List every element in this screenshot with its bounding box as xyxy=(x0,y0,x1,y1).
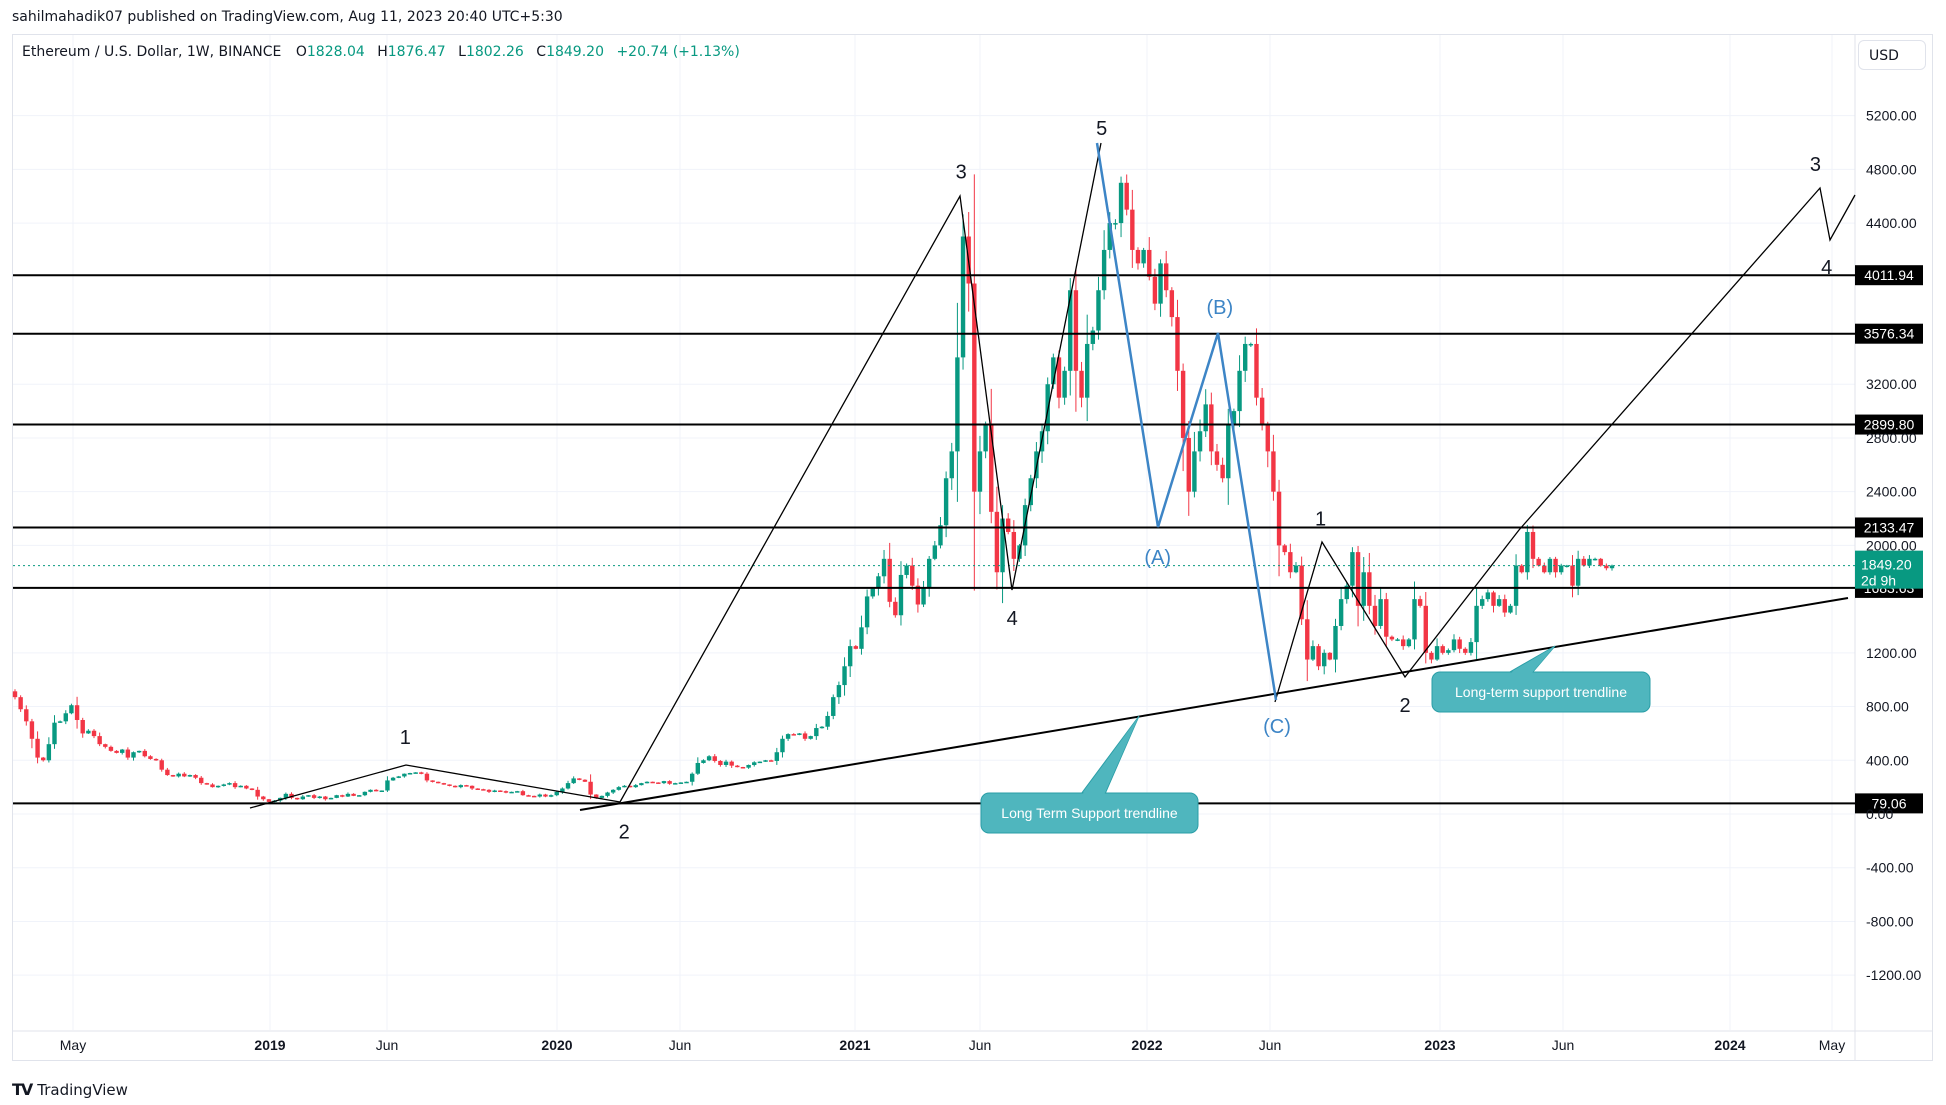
svg-text:2019: 2019 xyxy=(254,1037,285,1053)
low-value: 1802.26 xyxy=(465,44,524,60)
svg-text:May: May xyxy=(1819,1037,1845,1053)
publisher-info: sahilmahadik07 published on TradingView.… xyxy=(12,9,563,25)
brand-name: TradingView xyxy=(37,1080,128,1099)
close-label: C xyxy=(536,44,547,60)
svg-text:5200.00: 5200.00 xyxy=(1866,108,1917,124)
svg-text:Jun: Jun xyxy=(376,1037,399,1053)
svg-text:May: May xyxy=(60,1037,86,1053)
long-term-support-callout[interactable]: Long Term Support trendline xyxy=(980,715,1199,834)
svg-text:400.00: 400.00 xyxy=(1866,752,1909,768)
svg-text:Jun: Jun xyxy=(669,1037,692,1053)
svg-text:1: 1 xyxy=(400,727,411,749)
level-price-label: 2133.47 xyxy=(1864,519,1915,535)
svg-text:3: 3 xyxy=(1810,154,1821,176)
level-price-label: 4011.94 xyxy=(1864,267,1914,283)
svg-text:(B): (B) xyxy=(1206,297,1233,319)
svg-text:5: 5 xyxy=(1096,118,1107,140)
svg-text:1: 1 xyxy=(1315,508,1326,530)
svg-text:4: 4 xyxy=(1821,257,1832,279)
svg-text:Jun: Jun xyxy=(1552,1037,1575,1053)
svg-text:4400.00: 4400.00 xyxy=(1866,215,1917,231)
svg-text:Long Term Support trendline: Long Term Support trendline xyxy=(1001,805,1178,821)
svg-text:1849.20: 1849.20 xyxy=(1861,557,1912,573)
symbol-legend: Ethereum / U.S. Dollar, 1W, BINANCE O182… xyxy=(22,44,748,60)
long-term-support-callout-2[interactable]: Long-term support trendline xyxy=(1431,645,1651,713)
svg-text:3200.00: 3200.00 xyxy=(1866,376,1917,392)
chart-frame xyxy=(12,34,1933,1061)
open-value: 1828.04 xyxy=(306,44,365,60)
svg-text:(C): (C) xyxy=(1263,716,1291,738)
svg-text:Jun: Jun xyxy=(969,1037,992,1053)
close-value: 1849.20 xyxy=(546,44,604,60)
open-label: O xyxy=(295,44,307,60)
svg-text:Jun: Jun xyxy=(1259,1037,1282,1053)
svg-text:2d 9h: 2d 9h xyxy=(1861,573,1896,589)
currency-button[interactable]: USD xyxy=(1858,40,1926,70)
level-price-label: 79.06 xyxy=(1871,795,1906,811)
low-label: L xyxy=(458,44,466,60)
svg-text:2: 2 xyxy=(619,822,630,844)
svg-text:-1200.00: -1200.00 xyxy=(1866,967,1921,983)
svg-text:2020: 2020 xyxy=(541,1037,572,1053)
svg-text:(A): (A) xyxy=(1144,547,1171,569)
level-price-label: 3576.34 xyxy=(1864,326,1915,342)
symbol-title[interactable]: Ethereum / U.S. Dollar, 1W, BINANCE xyxy=(22,44,282,60)
high-value: 1876.47 xyxy=(387,44,446,60)
svg-text:2024: 2024 xyxy=(1714,1037,1745,1053)
svg-text:1200.00: 1200.00 xyxy=(1866,645,1917,661)
svg-text:2800.00: 2800.00 xyxy=(1866,430,1917,446)
svg-text:2022: 2022 xyxy=(1131,1037,1162,1053)
tradingview-logo-icon: TV xyxy=(12,1080,33,1099)
time-axis[interactable]: May 2019 Jun 2020 Jun 2021 Jun 2022 Jun 2023 Jun 20… xyxy=(60,1037,1845,1053)
svg-text:2021: 2021 xyxy=(839,1037,870,1053)
svg-text:3: 3 xyxy=(956,161,967,183)
trendlines xyxy=(249,142,1856,811)
svg-text:-800.00: -800.00 xyxy=(1866,913,1914,929)
svg-text:4800.00: 4800.00 xyxy=(1866,161,1917,177)
svg-text:2: 2 xyxy=(1400,695,1411,717)
svg-text:0.00: 0.00 xyxy=(1866,806,1893,822)
candles xyxy=(12,174,1615,803)
wave-labels: 1 2 3 4 5 (A) (B) (C) 1 2 3 4 xyxy=(400,118,1832,844)
footer-branding: TV TradingView xyxy=(12,1080,128,1099)
high-label: H xyxy=(377,44,388,60)
svg-text:2023: 2023 xyxy=(1424,1037,1455,1053)
level-price-label: 2899.80 xyxy=(1864,417,1915,433)
svg-text:800.00: 800.00 xyxy=(1866,699,1909,715)
svg-text:Long-term support trendline: Long-term support trendline xyxy=(1455,684,1627,700)
svg-text:4: 4 xyxy=(1007,608,1018,630)
svg-text:-400.00: -400.00 xyxy=(1866,860,1914,876)
grid xyxy=(13,35,1855,1030)
svg-text:2400.00: 2400.00 xyxy=(1866,484,1917,500)
current-price-badge xyxy=(1855,550,1923,589)
svg-text:2000.00: 2000.00 xyxy=(1866,537,1917,553)
change-value: +20.74 (+1.13%) xyxy=(616,44,740,60)
price-axis[interactable]: 5200.00 4800.00 4400.00 3200.00 2800.00 2400.… xyxy=(1866,108,1921,984)
